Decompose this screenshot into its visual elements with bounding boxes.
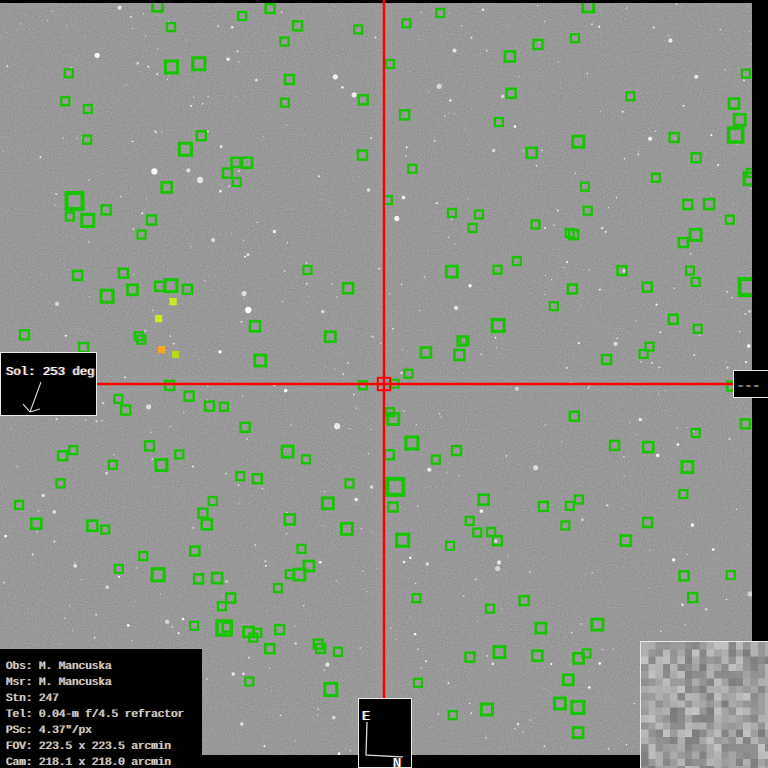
svg-text:FOV: 223.5 x 223.5 arcmin: FOV: 223.5 x 223.5 arcmin <box>6 741 171 753</box>
svg-text:Sol: 253 deg: Sol: 253 deg <box>6 365 95 379</box>
svg-text:Msr: M. Mancuska: Msr: M. Mancuska <box>6 677 112 689</box>
svg-text:Obs: M. Mancuska: Obs: M. Mancuska <box>6 661 112 673</box>
svg-text:Stn: 247: Stn: 247 <box>6 693 59 705</box>
svg-text:N: N <box>393 757 401 768</box>
svg-text:E: E <box>362 710 370 725</box>
svg-text:Tel: 0.04-m f/4.5 refractor: Tel: 0.04-m f/4.5 refractor <box>6 709 184 721</box>
svg-text:PSc: 4.37"/px: PSc: 4.37"/px <box>6 725 92 737</box>
svg-text:---: --- <box>737 379 760 393</box>
svg-text:Cam: 218.1 x 218.0 arcmin: Cam: 218.1 x 218.0 arcmin <box>6 757 171 768</box>
